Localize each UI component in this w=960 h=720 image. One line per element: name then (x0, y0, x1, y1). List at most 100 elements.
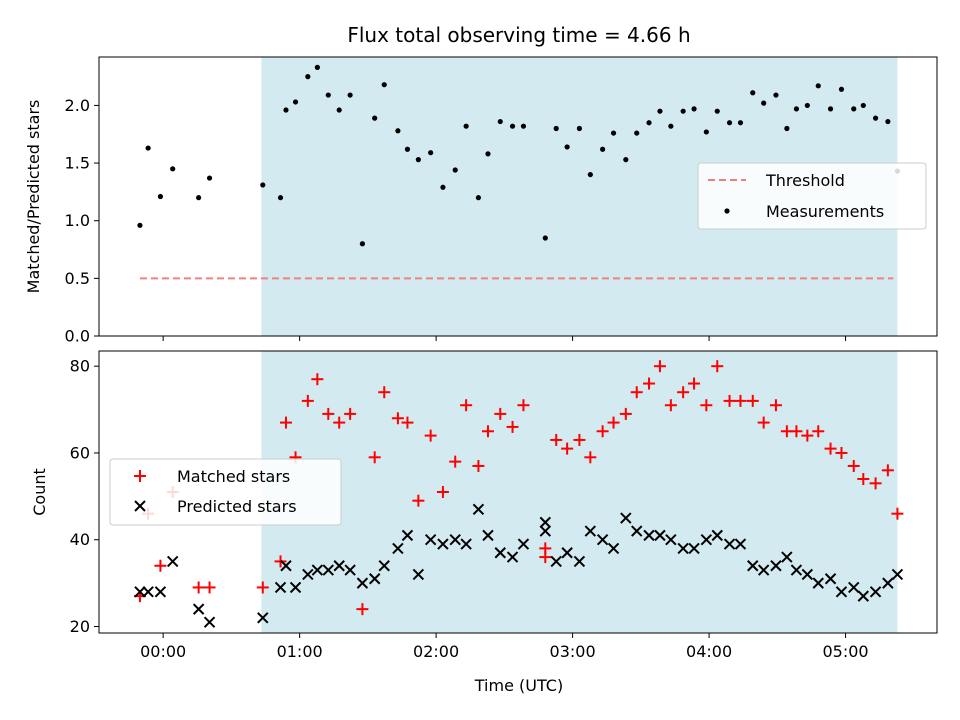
measurement-point (623, 157, 629, 163)
measurement-point (336, 107, 342, 113)
matched-star-point (824, 442, 837, 455)
ratio-y-axis-label: Matched/Predicted stars (24, 100, 43, 294)
matched-star-point (391, 412, 404, 425)
predicted-star-point (781, 551, 793, 563)
matched-star-point (517, 399, 530, 412)
threshold-legend-label: Threshold (765, 171, 845, 190)
measurement-point (600, 146, 606, 152)
predicted-star-point (584, 525, 597, 537)
predicted-star-point (869, 586, 882, 598)
measurement-point (872, 115, 879, 121)
predicted-star-point (517, 538, 530, 550)
y-tick-label: 2.0 (65, 96, 90, 115)
predicted-star-point (311, 564, 324, 576)
measurement-point (587, 171, 593, 178)
predicted-star-point (142, 586, 154, 598)
matched-star-point (256, 581, 269, 594)
measurement-point (657, 108, 663, 114)
measurement-point (646, 120, 652, 126)
matched-star-point (847, 459, 860, 472)
predicted-star-point (723, 538, 736, 550)
measurement-point (415, 157, 421, 163)
matched-star-point (368, 451, 381, 464)
predicted-star-point (274, 581, 287, 594)
predicted-star-point (573, 555, 586, 568)
measurement-point (726, 120, 733, 126)
matched-star-point (835, 446, 848, 459)
measurements-legend-label: Measurements (766, 202, 884, 221)
measurement-point (691, 106, 697, 112)
predicted-star-point (539, 516, 552, 529)
measurement-point (305, 73, 311, 80)
matched-star-point (757, 416, 770, 429)
predicted-star-point (757, 564, 770, 576)
measurement-point (851, 106, 857, 112)
matched-star-point (412, 494, 425, 507)
ratio-panel-frame (98, 56, 938, 337)
x-axis-label: Time (UTC) (474, 676, 563, 695)
matched-star-point (769, 399, 782, 412)
matched-star-point (481, 425, 494, 438)
predicted-star-point (677, 542, 689, 555)
matched-star-point (344, 407, 357, 420)
predicted-star-point (812, 577, 824, 589)
x-tick-label: 01:00 (277, 642, 323, 661)
predicted-star-point (801, 568, 814, 581)
measurement-point (564, 144, 570, 150)
measurement-point (680, 108, 686, 114)
measurement-point (773, 92, 779, 98)
matched-star-point (192, 581, 205, 594)
matched-star-point (812, 425, 825, 438)
matched-star-point (449, 455, 462, 468)
matched-star-point (881, 464, 894, 477)
count-panel-frame (98, 350, 938, 634)
matched-star-point (356, 603, 369, 616)
measurement-point (137, 222, 143, 228)
predicted-star-point (257, 612, 269, 624)
count-points (133, 360, 904, 628)
matched-star-point (573, 433, 586, 446)
measurement-point (452, 167, 458, 173)
measurement-point (440, 184, 446, 190)
predicted-star-point (412, 568, 425, 581)
predicted-star-point (891, 568, 904, 581)
predicted-star-point (607, 542, 620, 555)
predicted-star-point (166, 555, 179, 568)
measurement-point (520, 123, 527, 129)
predicted-star-point (322, 564, 334, 576)
predicted-star-point (561, 547, 573, 559)
measurement-point (283, 107, 289, 113)
predicted-star-point (643, 529, 655, 542)
y-tick-label: 80 (70, 357, 90, 376)
measurements-legend-swatch (724, 208, 730, 214)
measurement-point (260, 182, 266, 188)
matched-star-point (561, 442, 574, 455)
measurement-point (463, 123, 469, 129)
y-tick-label: 0.5 (65, 269, 90, 288)
predicted-star-point (280, 560, 292, 572)
x-tick-label: 02:00 (413, 642, 459, 661)
measurement-point (206, 175, 213, 181)
measurement-point (314, 64, 320, 70)
predicted-star-point (550, 555, 562, 568)
predicted-legend-swatch (134, 500, 146, 512)
predicted-star-point (472, 503, 485, 516)
predicted-star-point (460, 538, 472, 550)
measurements-points (137, 64, 901, 247)
matched-star-point (333, 416, 346, 429)
predicted-stars-series (134, 503, 904, 628)
y-tick-label: 0.0 (65, 327, 90, 346)
predicted-star-point (154, 586, 167, 598)
matched-star-point (607, 416, 620, 429)
matched-star-point (311, 373, 324, 386)
matched-star-point (550, 433, 563, 446)
measurement-point (761, 100, 767, 106)
measurement-point (804, 102, 810, 109)
predicted-star-point (401, 529, 414, 542)
ratio-x-ticks (162, 336, 847, 341)
measurement-point (750, 90, 756, 96)
measurement-point (372, 115, 378, 121)
predicted-star-point (203, 616, 216, 628)
measurement-point (542, 235, 548, 241)
matched-star-point (154, 559, 167, 572)
